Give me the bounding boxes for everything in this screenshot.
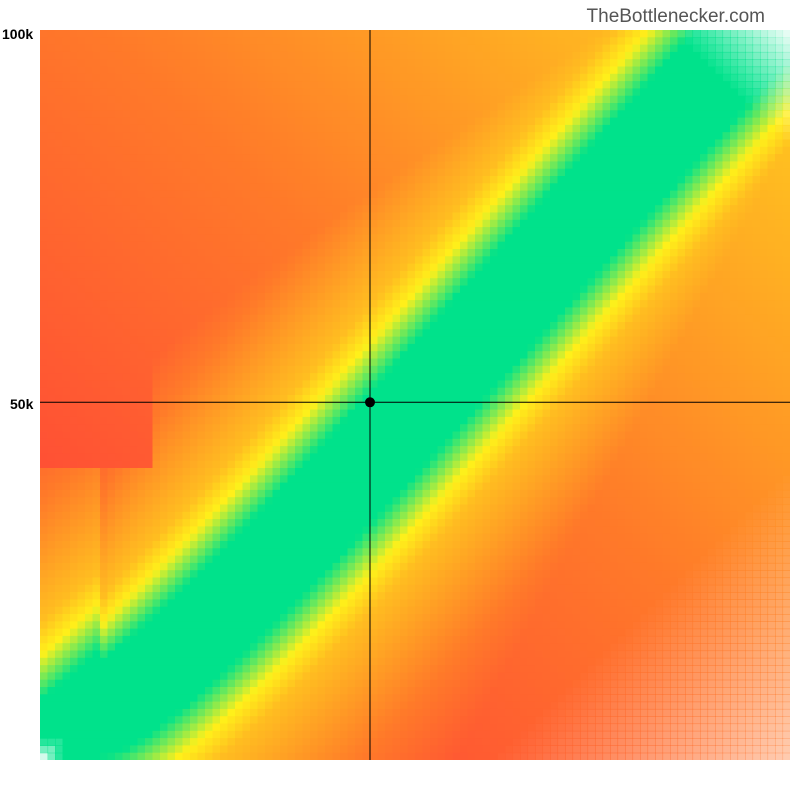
marker-point (365, 397, 375, 407)
heatmap-svg (40, 30, 790, 760)
y-axis-tick-top: 100k (2, 26, 33, 42)
y-axis-tick-mid: 50k (10, 396, 33, 412)
watermark-text: TheBottlenecker.com (587, 6, 765, 28)
heatmap-chart (40, 30, 790, 760)
